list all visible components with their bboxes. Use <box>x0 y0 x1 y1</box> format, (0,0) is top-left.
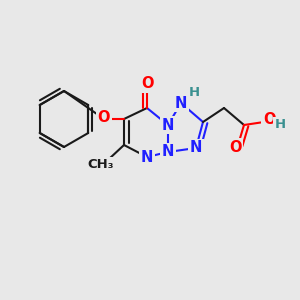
Text: O: O <box>141 76 153 92</box>
Text: N: N <box>141 149 153 164</box>
Text: O: O <box>263 112 275 128</box>
Text: CH₃: CH₃ <box>88 158 114 172</box>
Text: N: N <box>190 140 202 155</box>
Text: N: N <box>162 118 174 133</box>
Text: O: O <box>229 140 241 154</box>
Text: N: N <box>175 95 187 110</box>
Text: N: N <box>162 145 174 160</box>
Text: H: H <box>274 118 286 131</box>
Text: O: O <box>98 110 110 124</box>
Text: H: H <box>188 86 200 100</box>
